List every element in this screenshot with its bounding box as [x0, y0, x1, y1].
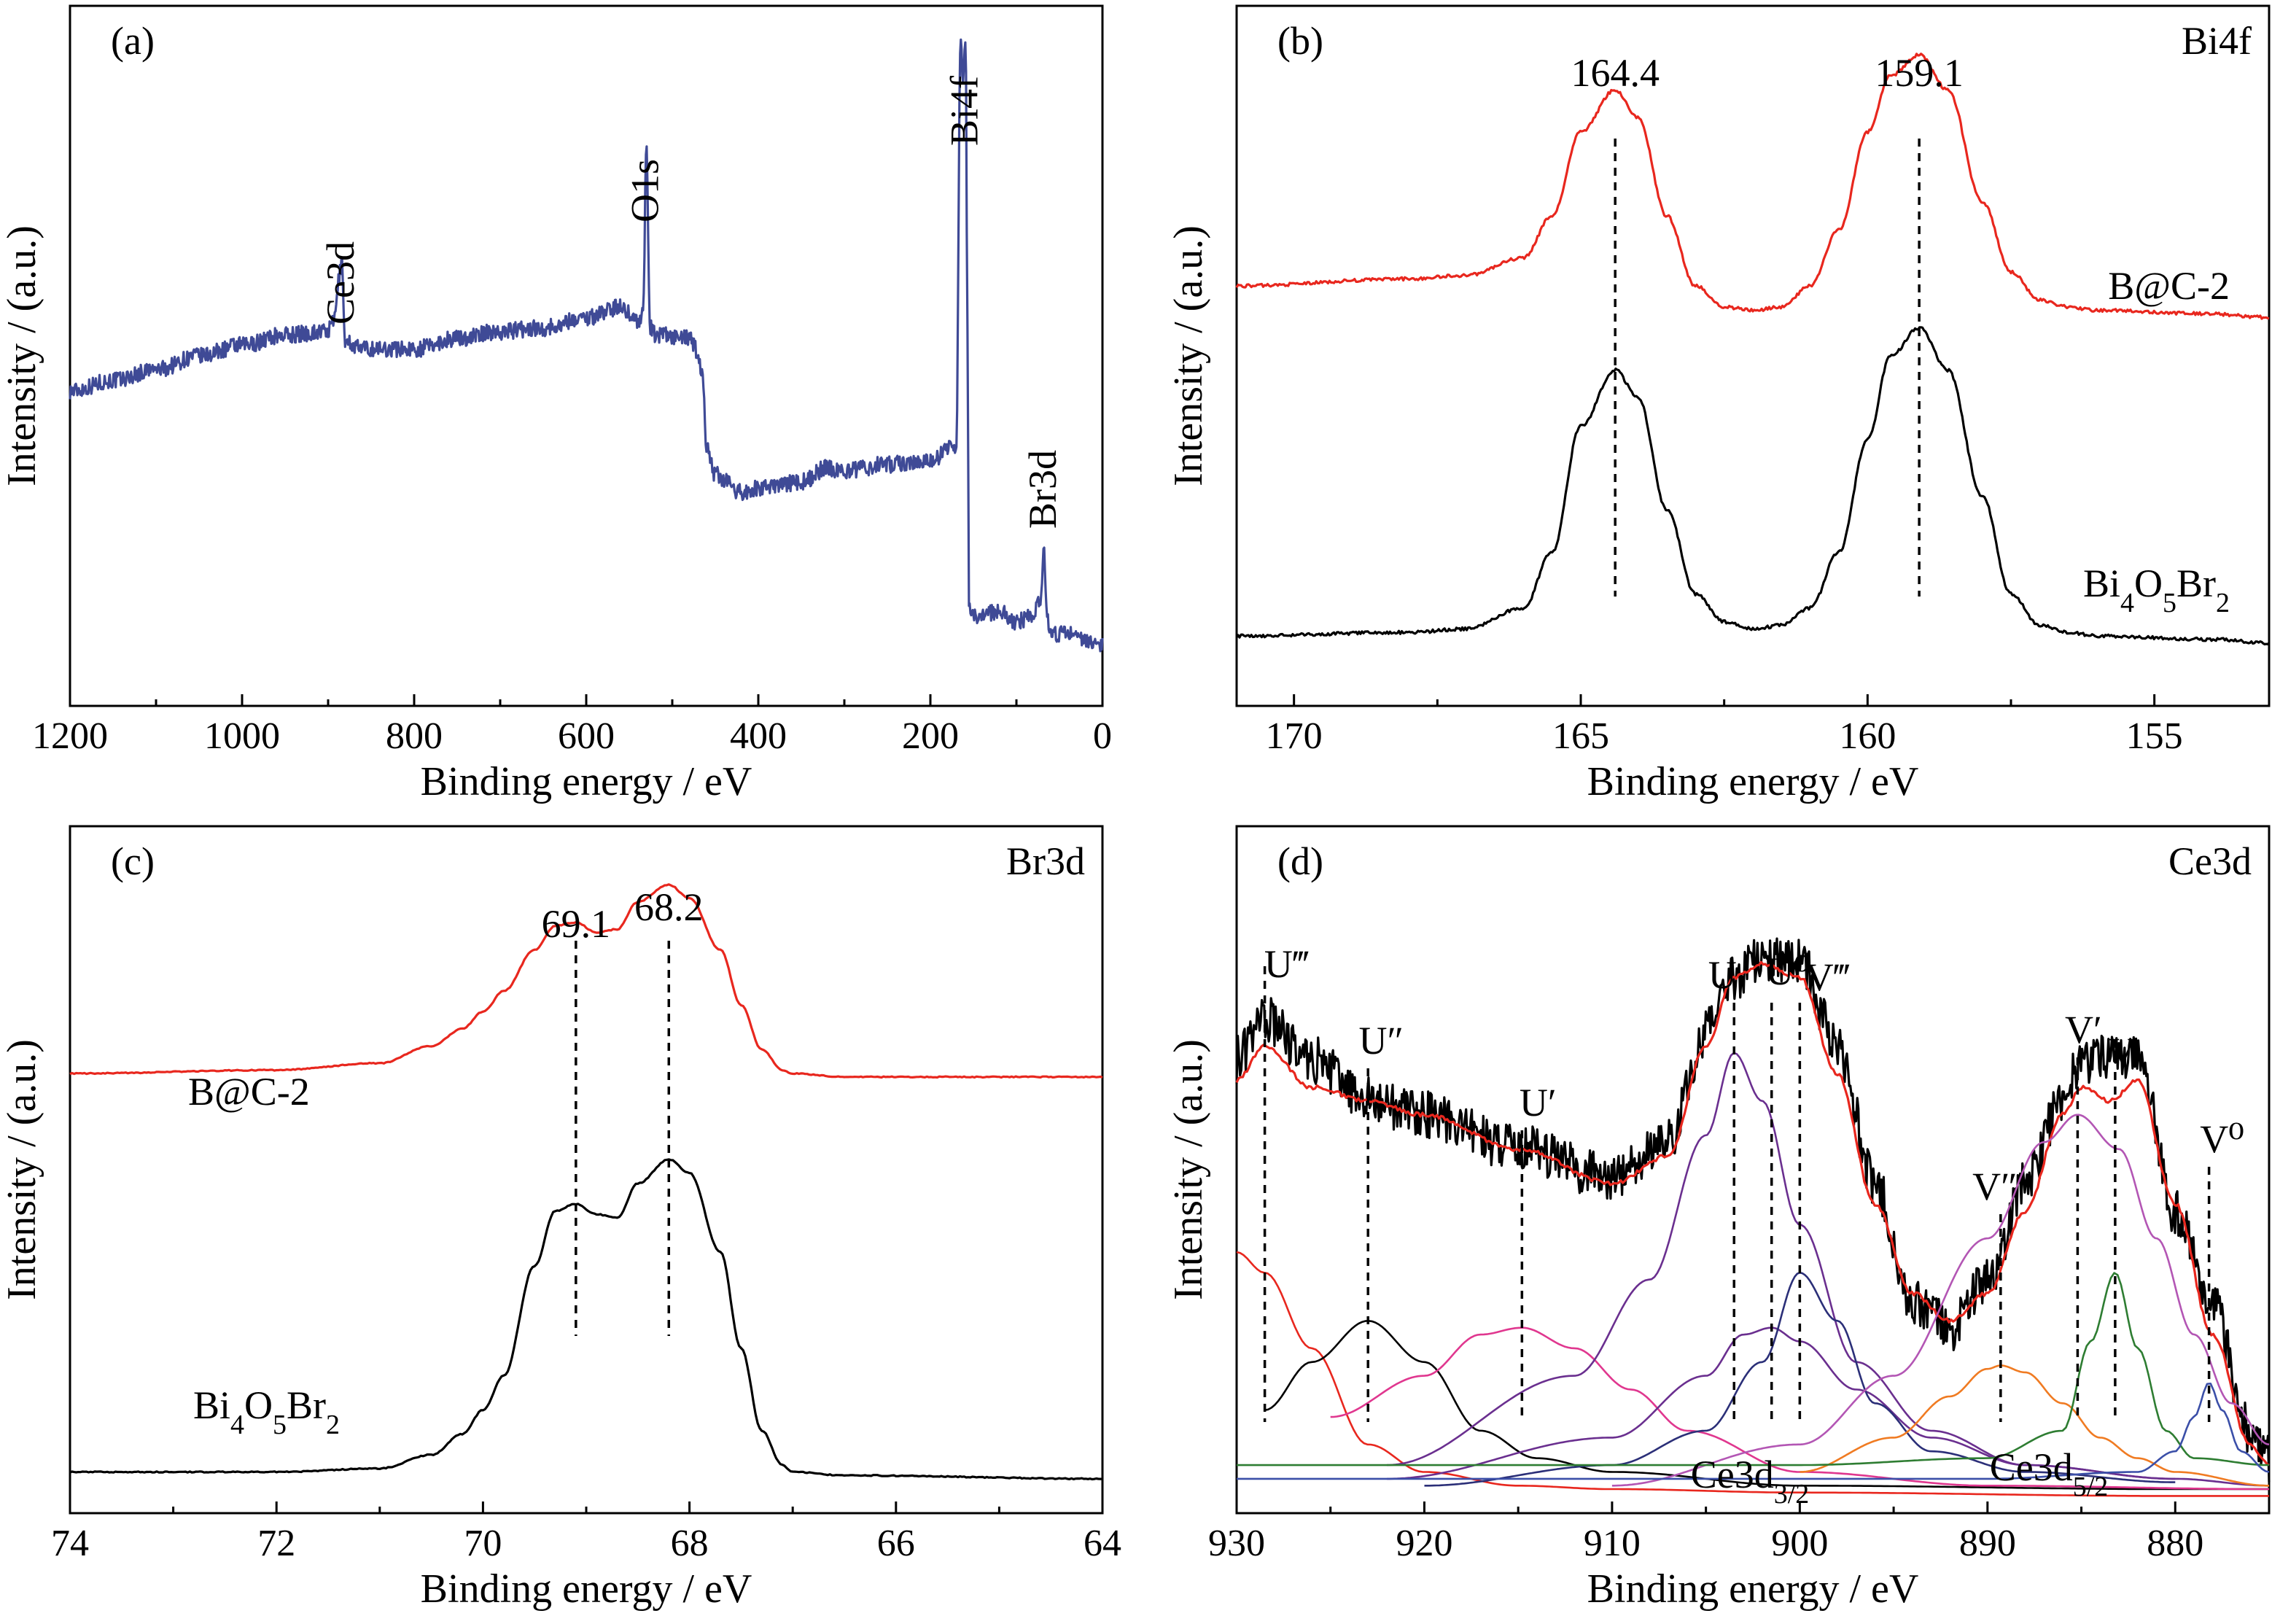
x-tick-label: 70	[464, 1523, 502, 1564]
panel-a: 1200 1000 800 600 400 200 0 Binding energy / eV…	[0, 4, 1112, 804]
component-label: V	[2108, 1030, 2136, 1073]
panel-title: Ce3d	[2168, 839, 2252, 883]
series-line-b-c-2	[69, 883, 1103, 1079]
series-line-bi4o5br2	[1235, 326, 2270, 646]
series-line-8	[1800, 1364, 2269, 1487]
series-label-bi4o5br2: Bi4O5Br2	[2083, 562, 2230, 618]
x-tick-label: 930	[1208, 1523, 1265, 1564]
series-line-9	[1611, 1114, 2270, 1487]
x-tick-label: 920	[1396, 1523, 1452, 1564]
series-line-b-c-2	[1235, 53, 2270, 320]
x-tick-label: 900	[1771, 1523, 1828, 1564]
y-axis-title: Intensity / (a.u.)	[1166, 225, 1211, 486]
peak-position-label: 69.1	[542, 902, 611, 946]
peak-position-label: 159.1	[1875, 51, 1964, 95]
x-tick-label: 160	[1839, 715, 1896, 757]
x-tick-label: 0	[1093, 715, 1112, 757]
y-axis-title: Intensity / (a.u.)	[0, 225, 44, 486]
x-tick-label: 400	[730, 715, 787, 757]
series-line-11	[1237, 1383, 2270, 1480]
series-line-2	[1236, 1251, 2269, 1497]
plot-frame	[1235, 4, 2271, 707]
x-tick-label: 74	[51, 1523, 89, 1564]
x-tick-label: 1000	[204, 715, 280, 757]
x-axis-title: Binding energy / eV	[421, 759, 752, 804]
panel-label: (c)	[111, 839, 155, 883]
component-label: U⁰	[1765, 949, 1810, 993]
peak-position-label: 164.4	[1571, 51, 1660, 95]
panel-label: (b)	[1277, 19, 1323, 63]
y-axis-title: Intensity / (a.u.)	[0, 1039, 44, 1300]
peak-label-o1s: O1s	[623, 159, 667, 222]
component-label: U″	[1358, 1019, 1404, 1062]
x-axis-title: Binding energy / eV	[1587, 1566, 1919, 1612]
series-line-0	[1235, 937, 2271, 1483]
peak-position-label: 68.2	[634, 885, 704, 929]
spin-orbit-label: Ce3d3/2	[1691, 1453, 1810, 1510]
x-tick-label: 72	[257, 1523, 295, 1564]
series-label-bc2: B@C-2	[188, 1070, 310, 1114]
x-tick-label: 800	[386, 715, 443, 757]
x-tick-label: 1200	[32, 715, 108, 757]
x-tick-label: 910	[1584, 1523, 1641, 1564]
series-line-10	[1237, 1272, 2270, 1466]
component-label: U‴	[1264, 942, 1310, 986]
series-line-3	[1264, 1320, 2269, 1491]
panel-title: Br3d	[1006, 839, 1085, 883]
component-label: V″	[1972, 1165, 2018, 1208]
x-axis-title: Binding energy / eV	[421, 1566, 752, 1612]
series-line-6	[1387, 1326, 2176, 1480]
x-axis-title: Binding energy / eV	[1587, 759, 1919, 804]
component-label: V′	[2065, 1008, 2102, 1052]
plot-frame	[1235, 825, 2271, 1515]
panel-title: Bi4f	[2182, 19, 2252, 63]
panel-label: (a)	[111, 19, 155, 63]
x-tick-label: 68	[671, 1523, 709, 1564]
component-label: U	[1708, 953, 1737, 997]
panel-label: (d)	[1277, 839, 1323, 883]
x-tick-label: 155	[2126, 715, 2183, 757]
panel-b: 170 165 160 155 Binding energy / eV Intensity…	[1166, 4, 2271, 804]
series-line-0	[69, 38, 1104, 653]
x-tick-label: 165	[1552, 715, 1609, 757]
component-label: V‴	[1805, 955, 1851, 999]
x-tick-label: 880	[2147, 1523, 2203, 1564]
x-tick-label: 890	[1959, 1523, 2016, 1564]
y-axis-title: Intensity / (a.u.)	[1166, 1039, 1211, 1300]
x-tick-label: 600	[558, 715, 615, 757]
peak-label-br3d: Br3d	[1021, 450, 1065, 529]
x-tick-label: 170	[1266, 715, 1323, 757]
x-tick-label: 200	[902, 715, 959, 757]
peak-label-bi4f: Bi4f	[942, 76, 986, 146]
peak-label-ce3d: Ce3d	[319, 241, 362, 325]
series-line-bi4o5br2	[69, 1158, 1102, 1481]
series-label-bc2: B@C-2	[2108, 264, 2230, 308]
panel-d: 930 920 910 900 890 880 Binding energy / eV Int…	[1166, 825, 2271, 1612]
series-label-bi4o5br2: Bi4O5Br2	[193, 1383, 340, 1440]
panel-c: 74 72 70 68 66 64 Binding energy / eV Intensity…	[0, 825, 1121, 1612]
series-line-1	[1235, 960, 2270, 1466]
x-tick-label: 66	[877, 1523, 915, 1564]
component-label: V⁰	[2200, 1117, 2244, 1161]
component-label: U′	[1520, 1081, 1557, 1124]
x-tick-label: 64	[1084, 1523, 1121, 1564]
